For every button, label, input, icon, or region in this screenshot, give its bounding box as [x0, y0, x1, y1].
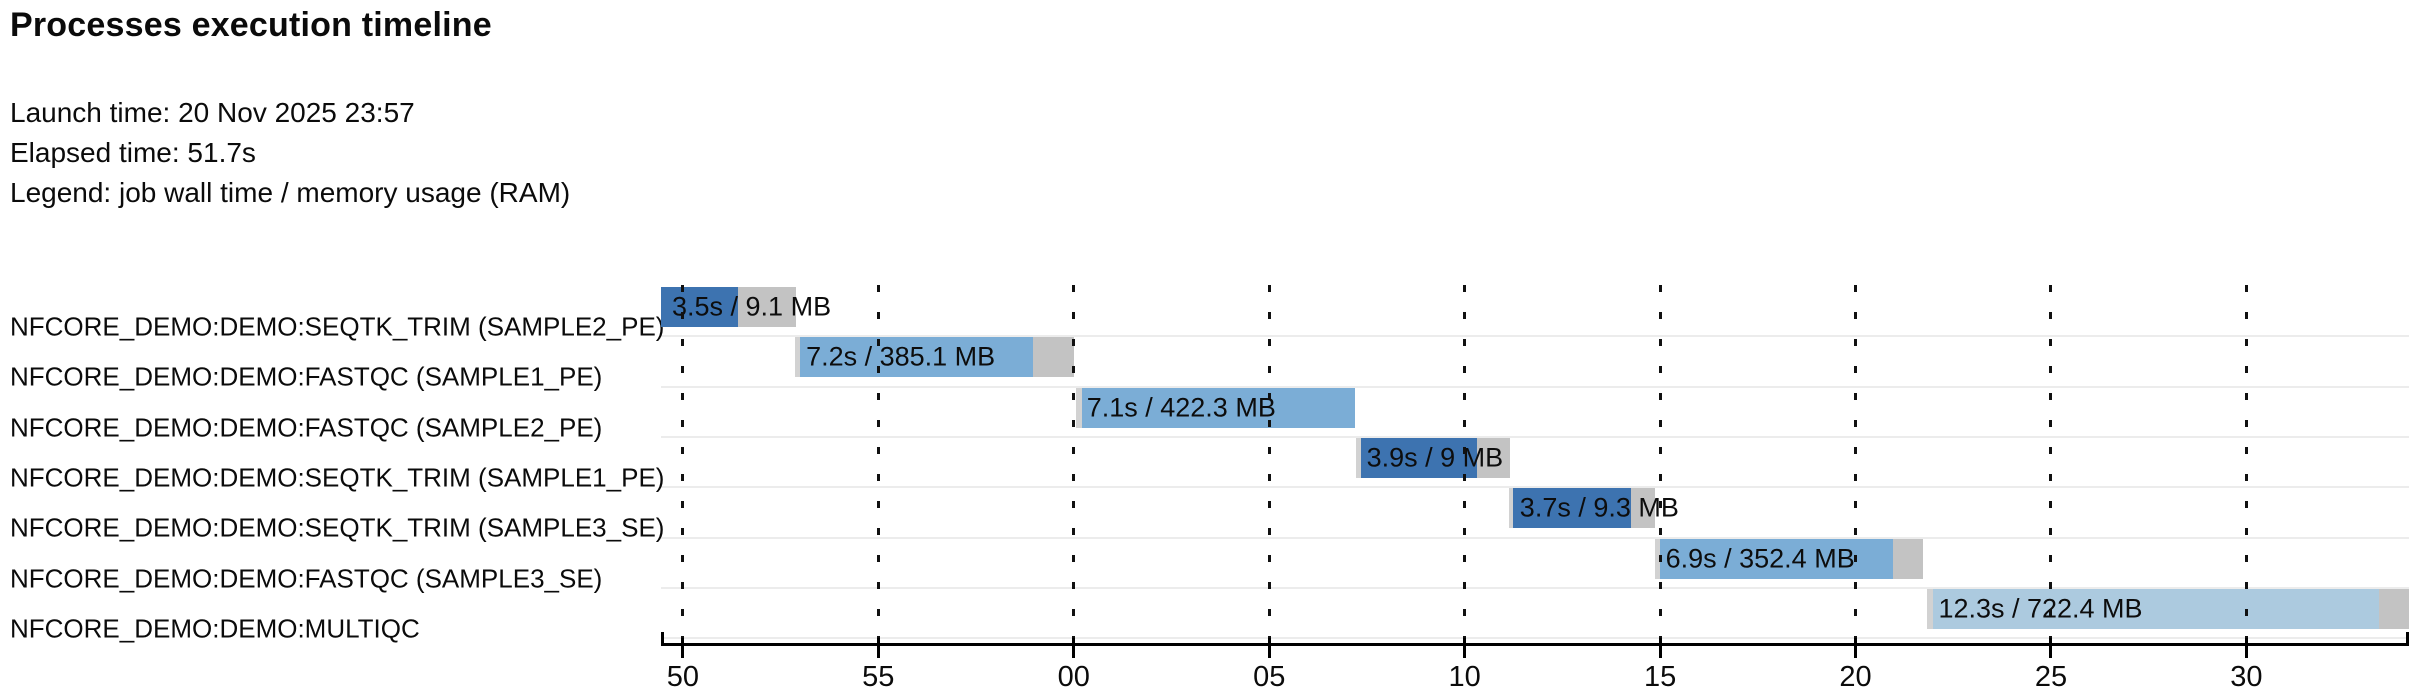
run-segment: [1512, 488, 1631, 529]
elapsed-time-text: Elapsed time: 51.7s: [10, 137, 256, 168]
row-separator: [661, 586, 2409, 589]
grid-line: [1854, 285, 1858, 643]
row-separator: [661, 536, 2409, 539]
queue-segment: [1927, 588, 1933, 629]
axis-end-cap: [661, 632, 664, 646]
task-bar[interactable]: 3.9s / 9 MB: [1355, 437, 1510, 478]
row-separator: [661, 335, 2409, 338]
grid-line: [2049, 285, 2053, 643]
axis-tick-label: 55: [862, 661, 895, 693]
grid-line: [1658, 285, 1662, 643]
launch-time-text: Launch time: 20 Nov 2025 23:57: [10, 97, 415, 128]
process-label: NFCORE_DEMO:DEMO:MULTIQC: [10, 613, 420, 644]
axis-end-cap: [2406, 632, 2409, 646]
process-label: NFCORE_DEMO:DEMO:SEQTK_TRIM (SAMPLE1_PE): [10, 462, 665, 493]
task-bar[interactable]: 12.3s / 722.4 MB: [1927, 588, 2409, 629]
axis-tick: [2049, 638, 2053, 658]
run-segment: [1081, 387, 1355, 428]
axis-tick-label: 15: [1643, 661, 1677, 693]
run-segment: [661, 287, 738, 327]
tail-segment: [1892, 538, 1923, 579]
tail-segment: [1476, 437, 1510, 478]
tail-segment: [1032, 337, 1074, 378]
task-bar-label: 12.3s / 722.4 MB: [1938, 593, 2143, 624]
row-separator: [661, 486, 2409, 489]
process-label: NFCORE_DEMO:DEMO:SEQTK_TRIM (SAMPLE3_SE): [10, 512, 665, 543]
grid-line: [1267, 285, 1271, 643]
axis-tick: [1267, 638, 1271, 658]
row-separator: [661, 385, 2409, 388]
axis-tick-label: 10: [1448, 661, 1481, 693]
axis-tick: [2244, 638, 2248, 658]
tail-segment: [1630, 488, 1655, 529]
x-axis-line: [661, 643, 2409, 646]
task-bar-label: 6.9s / 352.4 MB: [1665, 543, 1855, 573]
axis-tick-label: 05: [1253, 661, 1286, 693]
run-segment: [1659, 538, 1893, 579]
task-bar-label: 3.9s / 9 MB: [1366, 442, 1504, 473]
grid-line: [876, 285, 880, 643]
axis-tick: [681, 638, 685, 658]
task-bar-label: 3.5s / 9.1 MB: [672, 291, 832, 322]
axis-tick-label: 30: [2230, 661, 2263, 693]
queue-segment: [1654, 538, 1660, 579]
task-bar[interactable]: 3.5s / 9.1 MB: [661, 287, 831, 327]
run-segment: [1360, 437, 1477, 478]
axis-tick-label: 00: [1057, 661, 1090, 693]
report-meta: Launch time: 20 Nov 2025 23:57 Elapsed t…: [10, 93, 570, 213]
row-separator: [661, 637, 2409, 640]
queue-segment: [1355, 437, 1361, 478]
axis-tick: [1072, 638, 1076, 658]
tail-segment: [738, 287, 796, 327]
axis-tick: [1658, 638, 1662, 658]
task-bar-label: 7.1s / 422.3 MB: [1086, 392, 1276, 423]
run-segment: [1932, 588, 2380, 629]
queue-segment: [1508, 488, 1513, 529]
grid-line: [1463, 285, 1467, 643]
queue-segment: [1075, 387, 1082, 428]
tail-segment: [2379, 588, 2409, 629]
grid-line: [2244, 285, 2248, 643]
task-bar[interactable]: 3.7s / 9.3 MB: [1508, 488, 1679, 529]
task-bar-label: 7.2s / 385.1 MB: [806, 341, 996, 372]
process-label: NFCORE_DEMO:DEMO:SEQTK_TRIM (SAMPLE2_PE): [10, 311, 665, 342]
legend-text: Legend: job wall time / memory usage (RA…: [10, 177, 571, 208]
queue-segment: [795, 337, 801, 378]
process-label: NFCORE_DEMO:DEMO:FASTQC (SAMPLE1_PE): [10, 361, 603, 392]
process-label: NFCORE_DEMO:DEMO:FASTQC (SAMPLE3_SE): [10, 563, 603, 593]
axis-tick-label: 20: [1839, 661, 1872, 693]
axis-tick: [1463, 638, 1467, 658]
page-title: Processes execution timeline: [10, 6, 492, 44]
axis-tick-label: 25: [2034, 661, 2068, 693]
task-bar[interactable]: 7.2s / 385.1 MB: [795, 337, 1074, 378]
run-segment: [800, 337, 1033, 378]
task-bar[interactable]: 6.9s / 352.4 MB: [1654, 538, 1923, 579]
axis-tick: [876, 638, 880, 658]
task-bar[interactable]: 7.1s / 422.3 MB: [1075, 387, 1355, 428]
axis-tick: [1854, 638, 1858, 658]
axis-tick-label: 50: [666, 661, 700, 693]
row-separator: [661, 435, 2409, 438]
process-label: NFCORE_DEMO:DEMO:FASTQC (SAMPLE2_PE): [10, 412, 603, 443]
grid-line: [681, 285, 685, 643]
grid-line: [1072, 285, 1076, 643]
task-bar-label: 3.7s / 9.3 MB: [1519, 492, 1679, 523]
